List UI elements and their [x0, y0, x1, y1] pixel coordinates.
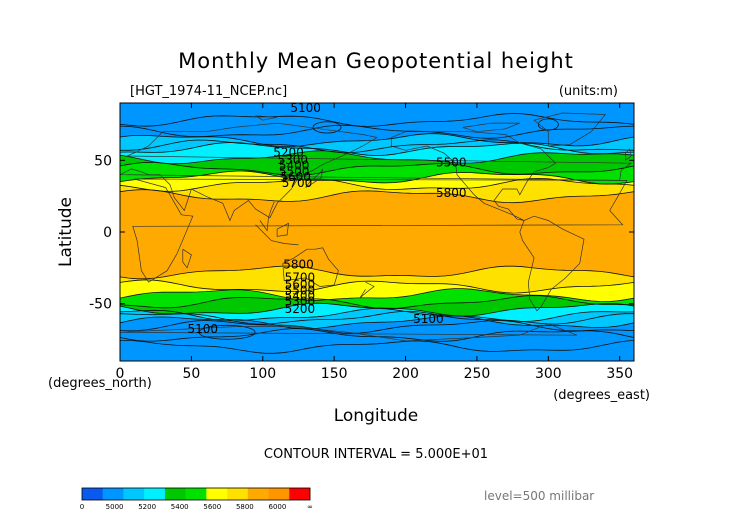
contour-label: 5800	[436, 186, 467, 200]
colorbar-label: 5600	[203, 503, 221, 511]
color-band	[120, 189, 634, 280]
colorbar-swatch	[247, 488, 269, 500]
contour-label: 5600	[285, 278, 316, 292]
colorbar-swatch	[102, 488, 124, 500]
coastline	[533, 112, 607, 147]
colorbar-swatch	[164, 488, 186, 500]
coastline	[390, 131, 557, 221]
coastline	[132, 178, 628, 283]
coastline	[305, 168, 324, 188]
y-tick-label: 0	[103, 225, 112, 241]
colorbar-swatch	[144, 488, 166, 500]
colorbar-label: 5000	[106, 503, 124, 511]
chart-title: Monthly Mean Geopotential height	[178, 49, 574, 73]
x-tick-label: 50	[182, 366, 200, 382]
contour-line	[120, 150, 634, 165]
colorbar-label: 5800	[236, 503, 254, 511]
y-tick-label: -50	[89, 297, 112, 313]
contour-line	[120, 288, 634, 303]
contour-line	[120, 161, 634, 176]
contour-line	[120, 265, 634, 280]
colorbar-label: 6000	[269, 503, 287, 511]
y-axis-ticks: 50 0 -50	[89, 153, 634, 313]
x-axis-label: Longitude	[334, 406, 419, 426]
coastline	[255, 224, 299, 246]
y-tick-label: 50	[94, 153, 112, 169]
contour-label: 5800	[283, 257, 314, 271]
colorbar-swatch	[206, 488, 228, 500]
coastline	[120, 323, 578, 342]
contour-label: 5300	[277, 153, 308, 167]
contour-labels: 5100520053005400550056005700550058005800…	[188, 101, 467, 336]
y-unit-label: (degrees_north)	[48, 376, 152, 391]
contour-line	[120, 320, 634, 334]
contour-label: 5700	[282, 176, 313, 190]
x-tick-label: 250	[464, 366, 491, 382]
x-unit-label: (degrees_east)	[553, 388, 650, 403]
x-axis-ticks: 0 50 100 150 200 250 300 350	[116, 103, 633, 382]
colorbar-label: 5200	[138, 503, 156, 511]
coastline	[182, 248, 192, 269]
level-label: level=500 millibar	[484, 489, 594, 503]
colorbar: 0 5000 5200 5400 5600 5800 6000 ∞	[80, 487, 313, 511]
x-tick-label: 200	[392, 366, 419, 382]
contour-line	[120, 170, 634, 185]
contour-label: 5500	[285, 283, 316, 297]
contour-label: 5100	[413, 312, 444, 326]
closed-contour	[537, 118, 559, 131]
contour-label: 5700	[285, 270, 316, 284]
colorbar-swatch	[289, 488, 311, 500]
contour-label: 5600	[280, 170, 311, 184]
contour-label: 5400	[279, 159, 310, 173]
contour-line	[120, 113, 634, 127]
contour-label: 5100	[290, 101, 321, 115]
colorbar-label: ∞	[307, 503, 313, 511]
contour-label: 5200	[273, 146, 304, 160]
colorbar-label: 5400	[171, 503, 189, 511]
coastline	[625, 148, 632, 161]
coastline	[259, 201, 275, 232]
x-tick-label: 100	[249, 366, 276, 382]
colorbar-label: 0	[80, 503, 84, 511]
closed-contour	[198, 324, 256, 340]
coastline	[120, 122, 633, 222]
x-tick-label: 300	[535, 366, 562, 382]
contour-label: 5500	[279, 164, 310, 178]
coastline	[276, 222, 289, 237]
coastline	[359, 281, 375, 299]
contour-line	[120, 295, 634, 310]
contour-label: 5500	[436, 156, 467, 170]
coastline	[519, 215, 585, 312]
x-tick-label: 0	[116, 366, 125, 382]
y-axis-label: Latitude	[56, 197, 76, 267]
contour-label: 5400	[285, 289, 316, 303]
colorbar-swatch	[185, 488, 207, 500]
contour-line	[120, 315, 634, 330]
contour-line	[120, 177, 634, 192]
coastline	[462, 122, 520, 133]
colorbar-swatch	[123, 488, 145, 500]
source-label: [HGT_1974-11_NCEP.nc]	[130, 84, 287, 99]
contour-line	[120, 189, 634, 204]
coastline-outlines	[120, 112, 633, 342]
contour-label: 5200	[285, 302, 316, 316]
contour-line	[120, 139, 634, 154]
coastline	[282, 247, 339, 287]
contour-interval: CONTOUR INTERVAL = 5.000E+01	[264, 447, 488, 462]
contour-line	[120, 340, 634, 354]
contour-label: 5300	[285, 295, 316, 309]
colorbar-swatch	[268, 488, 290, 500]
colorbar-frame	[81, 487, 311, 501]
x-tick-label: 150	[321, 366, 348, 382]
contour-lines	[120, 113, 634, 354]
contour-line	[120, 279, 634, 294]
colorbar-swatch	[227, 488, 249, 500]
closed-contour	[312, 121, 342, 134]
units-label: (units:m)	[559, 84, 618, 99]
contour-label: 5100	[188, 322, 219, 336]
coastline	[255, 115, 278, 121]
colorbar-swatch	[82, 488, 104, 500]
x-tick-label: 350	[606, 366, 633, 382]
